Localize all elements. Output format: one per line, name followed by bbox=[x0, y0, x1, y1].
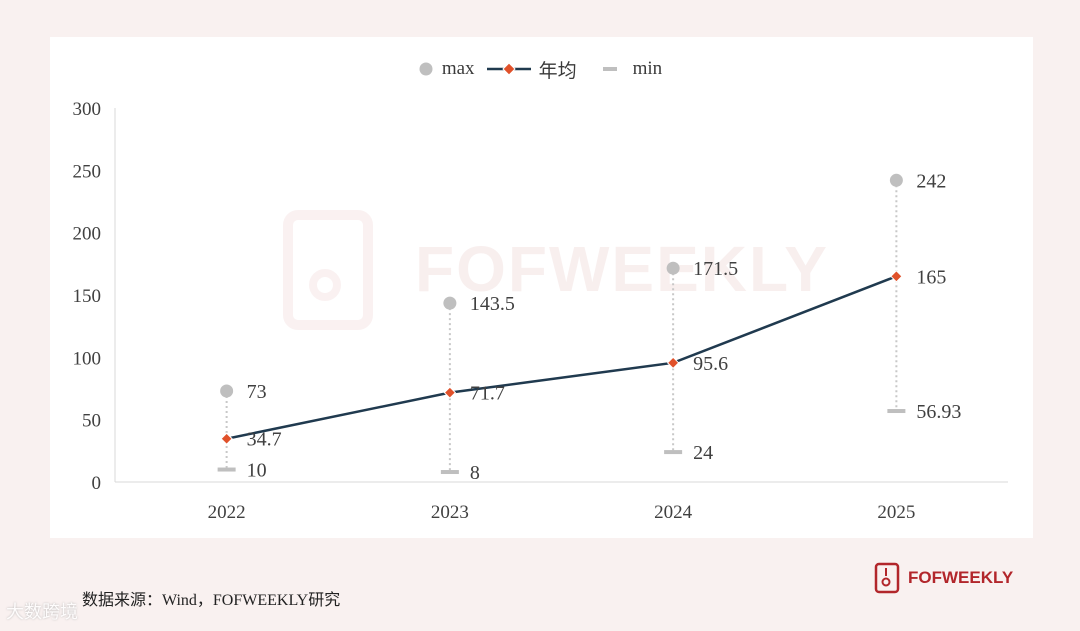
line-diamond-marker-icon bbox=[486, 62, 531, 76]
max-point bbox=[220, 384, 234, 398]
avg-data-label: 165 bbox=[916, 266, 946, 288]
legend-label-avg: 年均 bbox=[538, 60, 577, 82]
brand-name: FOFWEEKLY bbox=[908, 568, 1014, 587]
dash-marker-icon bbox=[602, 67, 617, 71]
brand-icon bbox=[874, 562, 900, 594]
avg-data-label: 95.6 bbox=[693, 353, 728, 375]
avg-point bbox=[890, 270, 903, 283]
x-tick-label: 2025 bbox=[877, 502, 915, 523]
x-tick-label: 2024 bbox=[654, 502, 693, 523]
avg-data-label: 34.7 bbox=[247, 429, 282, 451]
min-data-label: 24 bbox=[693, 442, 713, 464]
source-note: 数据来源：Wind，FOFWEEKLY研究 bbox=[82, 592, 341, 609]
legend-item-min: min bbox=[601, 58, 663, 80]
max-data-label: 171.5 bbox=[693, 258, 738, 280]
max-data-label: 143.5 bbox=[470, 293, 515, 315]
min-data-label: 10 bbox=[247, 460, 267, 482]
circle-marker-icon bbox=[419, 62, 433, 76]
y-tick-label: 150 bbox=[73, 286, 102, 307]
avg-point bbox=[666, 356, 680, 370]
avg-point bbox=[443, 386, 457, 399]
min-data-label: 8 bbox=[470, 462, 480, 484]
min-point bbox=[440, 470, 459, 475]
min-point bbox=[664, 450, 683, 455]
avg-point bbox=[220, 432, 233, 445]
min-point bbox=[217, 467, 236, 472]
x-tick-label: 2022 bbox=[208, 502, 246, 523]
legend-label-max: max bbox=[441, 58, 475, 79]
avg-data-label: 71.7 bbox=[470, 383, 505, 405]
max-point bbox=[443, 296, 457, 310]
legend-item-max: max bbox=[418, 58, 475, 80]
max-data-label: 242 bbox=[916, 170, 946, 192]
legend-label-min: min bbox=[632, 58, 663, 79]
legend-item-avg: 年均 bbox=[486, 56, 577, 83]
brand-logo: FOFWEEKLY bbox=[874, 562, 1013, 594]
y-tick-label: 300 bbox=[73, 99, 102, 120]
max-point bbox=[889, 173, 903, 187]
series-avg-line bbox=[226, 275, 897, 440]
max-data-label: 73 bbox=[247, 381, 267, 403]
min-data-label: 56.93 bbox=[916, 401, 961, 423]
y-tick-label: 0 bbox=[92, 473, 102, 494]
y-tick-label: 50 bbox=[82, 411, 101, 432]
min-point bbox=[887, 409, 906, 414]
y-tick-label: 200 bbox=[73, 224, 102, 245]
y-tick-label: 100 bbox=[73, 348, 102, 369]
legend: max 年均 min bbox=[0, 54, 1080, 84]
max-point bbox=[666, 261, 680, 275]
x-tick-label: 2023 bbox=[431, 502, 469, 523]
y-tick-label: 250 bbox=[73, 161, 102, 182]
corner-watermark: 大数跨境 bbox=[6, 602, 78, 622]
